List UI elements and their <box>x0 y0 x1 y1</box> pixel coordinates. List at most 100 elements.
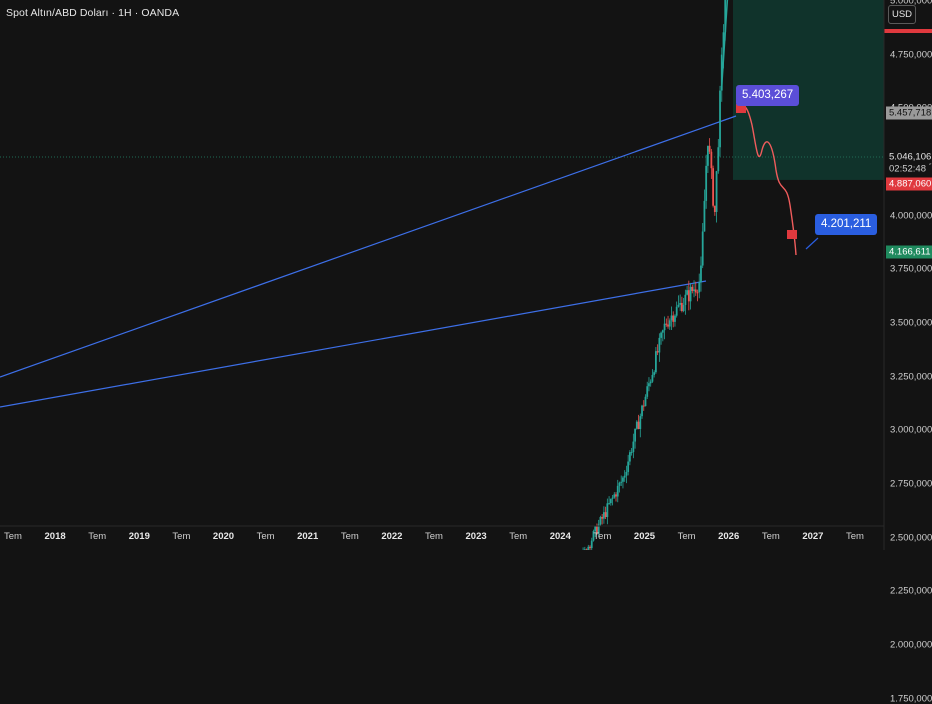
candle-body <box>627 461 630 472</box>
candle-body <box>717 147 720 172</box>
symbol-title[interactable]: Spot Altın/ABD Doları · 1H · OANDA <box>6 7 180 19</box>
candle-body <box>628 452 631 462</box>
trend-line-upper[interactable] <box>0 115 737 378</box>
candle-body <box>679 302 682 305</box>
candle-body <box>604 512 607 518</box>
target-marker <box>787 230 797 239</box>
price-tick-label: 2.000,000 <box>890 639 932 651</box>
candle-body <box>616 485 619 497</box>
candle-body <box>622 477 624 482</box>
candle-body <box>642 405 645 407</box>
candle-body <box>596 526 598 535</box>
candle-body <box>668 320 671 327</box>
candle-body <box>635 421 638 429</box>
candle-body <box>713 205 716 212</box>
candle-body <box>630 452 633 454</box>
candle-body <box>701 231 704 266</box>
red-level-tag: 4.887,060 <box>886 177 932 191</box>
candle-body <box>623 475 626 478</box>
candle-body <box>719 90 721 148</box>
callout-top[interactable]: 5.403,267 <box>736 85 800 106</box>
candle-body <box>698 282 701 293</box>
candle-body <box>710 151 713 169</box>
candle-body <box>674 315 676 322</box>
candle-body <box>653 372 656 375</box>
callout-pointer <box>805 237 819 250</box>
countdown-tag: 02:52:48 <box>886 162 929 176</box>
candle-body <box>648 383 650 387</box>
candle-body <box>649 381 652 384</box>
candle-body <box>637 421 640 430</box>
forecast-path[interactable] <box>736 104 819 256</box>
target-price-tag: 4.166,611 <box>886 245 932 259</box>
candle-body <box>677 304 680 307</box>
candle-body <box>670 315 673 321</box>
candle-body <box>661 330 664 333</box>
candle-body <box>646 386 649 397</box>
candle-body <box>606 503 609 518</box>
price-tick-label: 4.000,000 <box>890 210 932 222</box>
candle-body <box>682 304 685 312</box>
price-tick-label: 5.000,000 <box>890 0 932 7</box>
candle-body <box>611 497 614 499</box>
time-tick-label: Tem <box>761 531 780 542</box>
candle-body <box>651 374 654 382</box>
forecast-curve[interactable] <box>737 105 797 256</box>
final-rally <box>720 0 729 87</box>
trend-lines[interactable] <box>0 115 737 408</box>
candle-body <box>691 286 694 291</box>
time-tick-label: 2022 <box>381 531 403 542</box>
candle-body <box>639 416 642 430</box>
time-tick-label: 2018 <box>44 531 66 542</box>
time-tick-label: Tem <box>256 531 275 542</box>
candle-body <box>615 494 617 497</box>
trend-line-lower[interactable] <box>0 280 707 408</box>
time-tick-label: Tem <box>425 531 443 542</box>
time-tick-label: Tem <box>4 531 22 542</box>
time-tick-label: 2024 <box>549 531 571 542</box>
candle-body <box>724 0 727 33</box>
time-tick-label: 2027 <box>802 531 824 542</box>
price-tick-label: 1.750,000 <box>890 693 932 704</box>
candle-body <box>618 482 621 486</box>
time-tick-label: Tem <box>593 531 612 542</box>
time-tick-label: Tem <box>172 531 191 542</box>
candle-body <box>720 54 723 91</box>
candle-body <box>715 171 718 212</box>
price-tick-label: 3.750,000 <box>890 263 932 275</box>
candle-body <box>641 405 643 417</box>
candle-body <box>665 323 668 325</box>
price-tick-label: 4.750,000 <box>890 49 932 61</box>
candle-body <box>589 546 591 549</box>
entry-price-tag: 5.457,718 <box>886 106 932 120</box>
candle-body <box>613 494 616 498</box>
current-price-tag: 5.046,106 <box>886 150 932 164</box>
candle-body <box>708 145 711 152</box>
candle-body <box>644 396 647 407</box>
candle-body <box>663 323 666 331</box>
candle-body <box>587 546 590 550</box>
candle-body <box>694 289 697 293</box>
candle-body <box>634 428 636 442</box>
candle-body <box>620 481 623 483</box>
time-tick-label: Tem <box>509 531 528 542</box>
entry-marker <box>736 104 746 113</box>
candle-body <box>658 337 661 353</box>
chart-canvas[interactable] <box>0 0 932 550</box>
currency-button[interactable]: USD <box>888 5 916 24</box>
time-tick-label: 2023 <box>465 531 487 542</box>
candle-body <box>625 471 628 476</box>
candle-body <box>590 540 593 549</box>
candle-body <box>656 351 659 353</box>
candle-body <box>684 294 687 305</box>
candle-body <box>592 531 595 541</box>
candle-body <box>703 200 706 232</box>
callout-bottom[interactable]: 4.201,211 <box>815 214 878 235</box>
price-tick-label: 3.250,000 <box>890 371 932 383</box>
candle-body <box>597 524 600 535</box>
candle-body <box>608 503 610 505</box>
time-tick-label: Tem <box>677 531 696 542</box>
price-tick-label: 3.000,000 <box>890 424 932 436</box>
candle-body <box>696 292 699 294</box>
time-tick-label: Tem <box>846 531 864 542</box>
